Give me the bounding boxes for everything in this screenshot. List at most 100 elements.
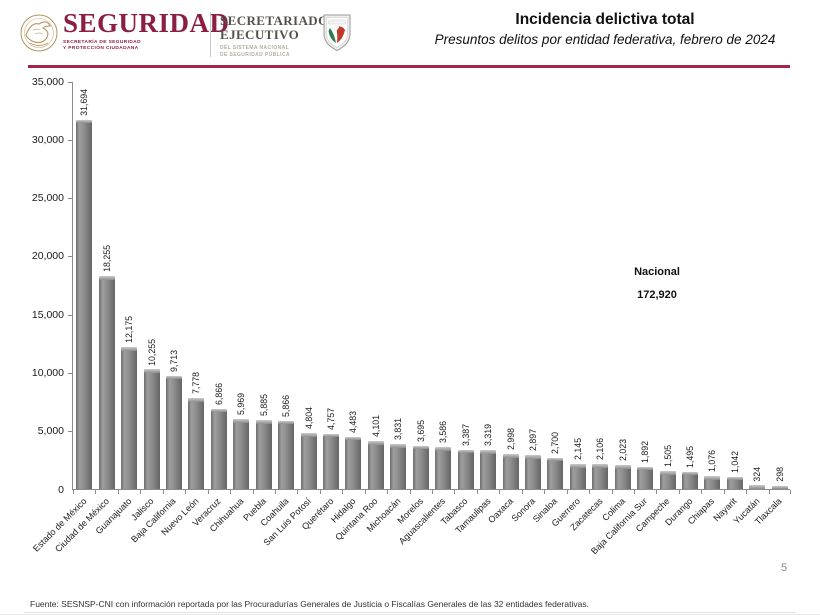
x-axis-tick <box>117 490 119 494</box>
bar <box>210 408 227 489</box>
bar-value-label: 7,778 <box>191 372 202 395</box>
bar-value-label: 3,319 <box>483 424 494 447</box>
bar-value-label: 2,023 <box>617 439 628 462</box>
header-rule <box>28 65 790 68</box>
page-title: Incidencia delictiva total <box>515 11 695 28</box>
bar <box>659 471 676 489</box>
y-axis-tick-label: 35,000 <box>31 75 64 88</box>
bar-value-label: 10,255 <box>146 338 157 366</box>
y-axis-tick-label: 10,000 <box>31 366 64 379</box>
bar-value-label: 3,586 <box>438 421 449 444</box>
x-axis-tick <box>768 490 770 494</box>
bar <box>749 485 766 489</box>
x-axis-tick <box>207 490 209 494</box>
mexican-eagle-emblem-icon <box>20 14 58 52</box>
bar-value-label: 1,505 <box>662 445 673 468</box>
x-axis-tick <box>342 490 344 494</box>
bar-value-label: 1,076 <box>707 450 718 473</box>
bar <box>300 433 317 489</box>
x-axis-tick <box>252 490 254 494</box>
x-axis-tick <box>454 490 456 494</box>
x-axis-tick <box>274 490 276 494</box>
bar-value-label: 1,892 <box>640 440 651 463</box>
title-block: Incidencia delictiva total Presuntos del… <box>398 11 812 47</box>
bar <box>682 471 699 489</box>
bar-value-label: 4,101 <box>370 415 381 438</box>
source-note: Fuente: SESNSP-CNI con información repor… <box>30 599 589 609</box>
bar <box>457 449 474 489</box>
bar-value-label: 4,483 <box>348 410 359 433</box>
bar-value-label: 298 <box>774 466 785 482</box>
bar <box>323 433 340 489</box>
secretariat-text-block: SECRETARIADO EJECUTIVO DEL SISTEMA NACIO… <box>220 14 329 58</box>
bar-value-label: 1,495 <box>685 445 696 468</box>
brand-text-block: SEGURIDAD SECRETARÍA DE SEGURIDAD Y PROT… <box>63 8 230 52</box>
header-divider <box>210 12 211 57</box>
bar <box>98 276 115 489</box>
footer-divider <box>24 612 796 613</box>
x-axis-tick <box>790 490 791 494</box>
bar-value-label: 3,831 <box>393 418 404 441</box>
bar-value-label: 324 <box>752 466 763 482</box>
x-axis-tick <box>611 490 613 494</box>
bar <box>165 375 182 489</box>
y-axis-tick <box>68 372 72 374</box>
y-axis-tick-label: 20,000 <box>31 250 64 263</box>
x-axis-tick <box>364 490 366 494</box>
x-axis-tick <box>409 490 411 494</box>
y-axis-labels: 0 5,000 10,000 15,000 20,000 25,000 30,000 35,0… <box>0 76 64 496</box>
brand-subtitle: SECRETARÍA DE SEGURIDAD Y PROTECCIÓN CIU… <box>63 40 141 51</box>
x-axis-tick <box>162 490 164 494</box>
y-axis-tick-label: 25,000 <box>31 192 64 205</box>
x-axis-tick <box>185 490 187 494</box>
bar <box>637 466 654 489</box>
bar <box>592 464 609 489</box>
y-axis-tick-label: 15,000 <box>31 308 64 321</box>
x-axis-tick <box>723 490 725 494</box>
bar-value-label: 31,694 <box>79 88 90 116</box>
bar <box>614 465 631 489</box>
x-axis-tick <box>589 490 591 494</box>
bar <box>188 398 205 489</box>
page-subtitle: Presuntos delitos por entidad federativa… <box>434 32 776 47</box>
page-number: 5 <box>781 562 788 574</box>
secretariat-title: SECRETARIADO EJECUTIVO <box>220 13 329 42</box>
bar-value-label: 5,969 <box>236 393 247 416</box>
x-axis-tick <box>319 490 321 494</box>
x-axis-tick <box>432 490 433 494</box>
bar <box>771 485 788 490</box>
bar-value-label: 2,106 <box>595 438 606 461</box>
x-axis-tick <box>544 490 546 494</box>
bar <box>121 347 138 489</box>
y-axis-tick <box>68 198 72 200</box>
x-axis-labels: Estado de México Ciudad de México Guanajua… <box>31 491 790 591</box>
x-axis-tick <box>499 490 501 494</box>
bar <box>76 119 93 489</box>
bar <box>143 369 160 489</box>
secretariat-subtitle: DEL SISTEMA NACIONAL DE SEGURIDAD PÚBLIC… <box>220 45 290 58</box>
bar <box>412 445 429 489</box>
y-axis-tick-label: 0 <box>58 483 64 496</box>
y-axis-tick <box>68 256 72 258</box>
brand-logo-group: SEGURIDAD SECRETARÍA DE SEGURIDAD Y PROT… <box>18 8 230 56</box>
bar-value-label: 3,387 <box>460 423 471 446</box>
national-total-value: 172,920 <box>637 289 677 301</box>
bar-value-label: 2,700 <box>550 431 561 454</box>
x-axis-tick <box>387 490 389 494</box>
bar-value-label: 6,866 <box>213 382 224 405</box>
x-axis-tick <box>140 490 142 494</box>
x-axis-tick <box>701 490 703 494</box>
mexican-shield-emblem-icon <box>323 14 351 52</box>
bar <box>435 447 452 489</box>
x-axis-tick <box>297 490 299 494</box>
bar <box>502 454 519 489</box>
bar-value-label: 2,998 <box>505 428 516 451</box>
x-axis-tick <box>746 490 748 494</box>
x-axis-tick <box>521 490 523 494</box>
x-axis-tick <box>633 490 635 494</box>
bar-value-label: 5,866 <box>281 394 292 417</box>
bar-value-label: 4,804 <box>303 406 314 429</box>
bar <box>569 464 586 489</box>
bar <box>345 436 362 489</box>
